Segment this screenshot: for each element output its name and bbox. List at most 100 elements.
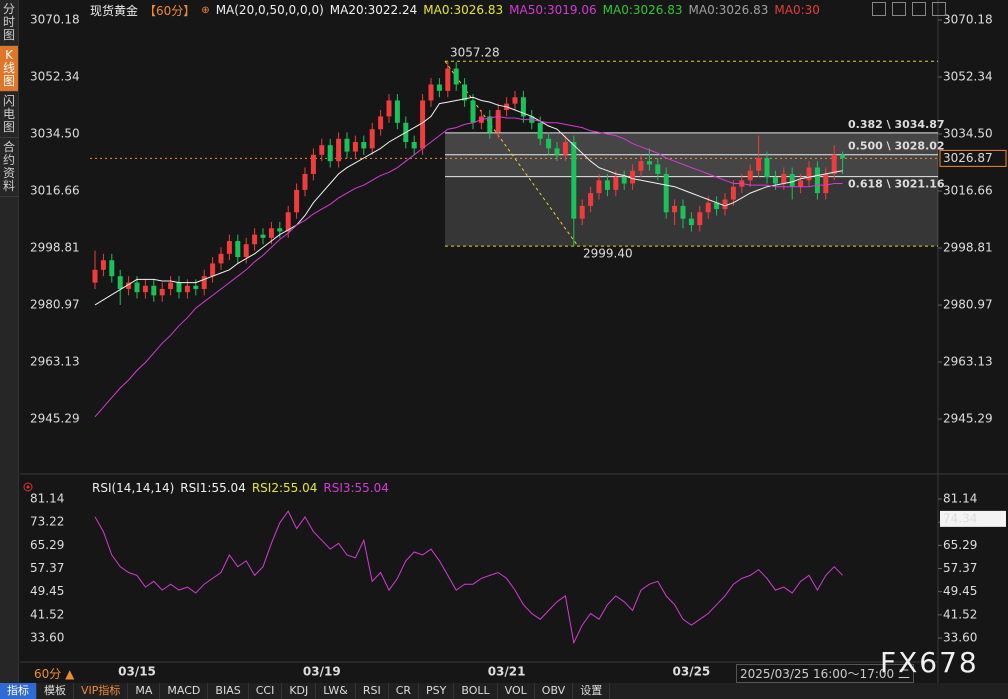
- candle-body: [319, 145, 325, 155]
- candle-body: [554, 148, 560, 155]
- y-tick-label: 3034.50: [30, 127, 80, 141]
- side-tab[interactable]: 分时图: [0, 0, 18, 46]
- range-high-label: 3057.28: [450, 46, 500, 60]
- candle-body: [571, 141, 577, 219]
- period[interactable]: 【60分】: [144, 3, 196, 18]
- side-tab[interactable]: 合约资料: [0, 138, 18, 197]
- candle-body: [714, 202, 720, 210]
- candle-body: [168, 282, 174, 289]
- toolbar-tab[interactable]: LW&: [316, 683, 356, 699]
- candle-body: [92, 269, 98, 283]
- candle-body: [655, 164, 661, 174]
- candle-body: [201, 276, 207, 289]
- icon[interactable]: [872, 2, 886, 16]
- candle-body: [823, 173, 829, 194]
- toolbar-tab[interactable]: PSY: [419, 683, 455, 699]
- toolbar-tab[interactable]: VIP指标: [74, 683, 129, 699]
- y-tick-label: 65.29: [943, 538, 977, 552]
- candle-body: [596, 180, 602, 194]
- candle-body: [420, 100, 426, 149]
- x-tick-label: 03/25: [673, 665, 711, 679]
- toolbar-tab[interactable]: BIAS: [208, 683, 249, 699]
- candle-body: [462, 84, 468, 101]
- y-tick-label: 2963.13: [30, 355, 80, 369]
- candle-body: [781, 173, 787, 184]
- candle-body: [134, 282, 140, 293]
- candle-body: [268, 228, 274, 238]
- candle-body: [764, 157, 770, 178]
- candle-body: [680, 205, 686, 219]
- candle-body: [302, 173, 308, 190]
- legend-item: RSI2:55.04: [251, 481, 318, 495]
- indicator: MA(20,0,50,0,0,0): [215, 3, 324, 17]
- ma-line: [94, 115, 843, 418]
- y-tick-label: 81.14: [943, 491, 977, 505]
- toolbar-tab[interactable]: BOLL: [454, 683, 498, 699]
- candle-body: [277, 228, 283, 232]
- candle-body: [352, 141, 358, 152]
- value-tag-label: 74.34: [943, 511, 977, 525]
- y-tick-label: 57.37: [30, 561, 64, 575]
- candle-body: [126, 282, 132, 289]
- y-tick-label: 3034.50: [943, 127, 993, 141]
- candle-body: [218, 253, 224, 264]
- candle-body: [159, 288, 165, 296]
- x-tick-label: 03/19: [303, 665, 341, 679]
- icon[interactable]: [932, 2, 946, 16]
- fib-label: 0.500 \ 3028.02: [848, 140, 945, 153]
- candle-body: [394, 100, 400, 123]
- candle-body: [210, 263, 216, 277]
- toolbar-tab[interactable]: RSI: [356, 683, 389, 699]
- toolbar-tab[interactable]: 设置: [573, 683, 611, 699]
- toolbar-tab[interactable]: MACD: [160, 683, 209, 699]
- toolbar-tab[interactable]: VOL: [498, 683, 535, 699]
- candle-body: [445, 68, 451, 91]
- chart-title: 现货黄金: [90, 3, 139, 18]
- y-tick-label: 57.37: [943, 561, 977, 575]
- y-tick-label: 3016.66: [943, 184, 993, 198]
- price-tag: [939, 149, 1007, 167]
- candle-body: [487, 116, 493, 133]
- y-tick-label: 81.14: [30, 491, 64, 505]
- price-tag-label: 3026.87: [943, 151, 993, 165]
- x-tick-label: 03/21: [488, 665, 526, 679]
- legend-item: MA0:30: [774, 3, 820, 17]
- candle-body: [630, 170, 636, 184]
- legend-item: MA20:3022.24: [329, 3, 418, 17]
- toolbar-tab[interactable]: OBV: [535, 683, 574, 699]
- toolbar-tab[interactable]: CCI: [249, 683, 283, 699]
- legend-item: MA0:3026.83: [602, 3, 683, 17]
- legend-item: MA0:3026.83: [688, 3, 769, 17]
- candle-body: [243, 244, 249, 258]
- settings-icon[interactable]: ⊕: [201, 4, 210, 16]
- candle-body: [688, 218, 694, 226]
- candle-body: [344, 138, 350, 152]
- candle-body: [730, 186, 736, 200]
- candle-body: [260, 234, 266, 238]
- period-status[interactable]: 60分 ▲: [34, 667, 75, 681]
- icon[interactable]: [892, 2, 906, 16]
- candle-body: [840, 154, 846, 159]
- candle-body: [310, 154, 316, 174]
- side-tab[interactable]: K线图: [0, 46, 18, 92]
- candle-body: [756, 157, 762, 171]
- toolbar-tab[interactable]: KDJ: [282, 683, 317, 699]
- toolbar-tab[interactable]: 指标: [0, 683, 37, 699]
- icon[interactable]: [912, 2, 926, 16]
- candle-body: [453, 68, 459, 85]
- candle-body: [672, 205, 678, 213]
- candle-body: [470, 100, 476, 123]
- toolbar-tab[interactable]: CR: [389, 683, 420, 699]
- candle-body: [176, 282, 182, 293]
- pane-icon[interactable]: [23, 482, 33, 492]
- candle-body: [193, 285, 199, 289]
- toolbar-tab[interactable]: MA: [128, 683, 161, 699]
- candle-body: [361, 141, 367, 149]
- range-low-label: 2999.40: [583, 247, 633, 261]
- y-tick-label: 33.60: [30, 631, 64, 645]
- candle-body: [151, 285, 157, 296]
- toolbar-tab[interactable]: 模板: [37, 683, 74, 699]
- side-tab[interactable]: 闪电图: [0, 92, 18, 138]
- ma-line: [94, 96, 843, 306]
